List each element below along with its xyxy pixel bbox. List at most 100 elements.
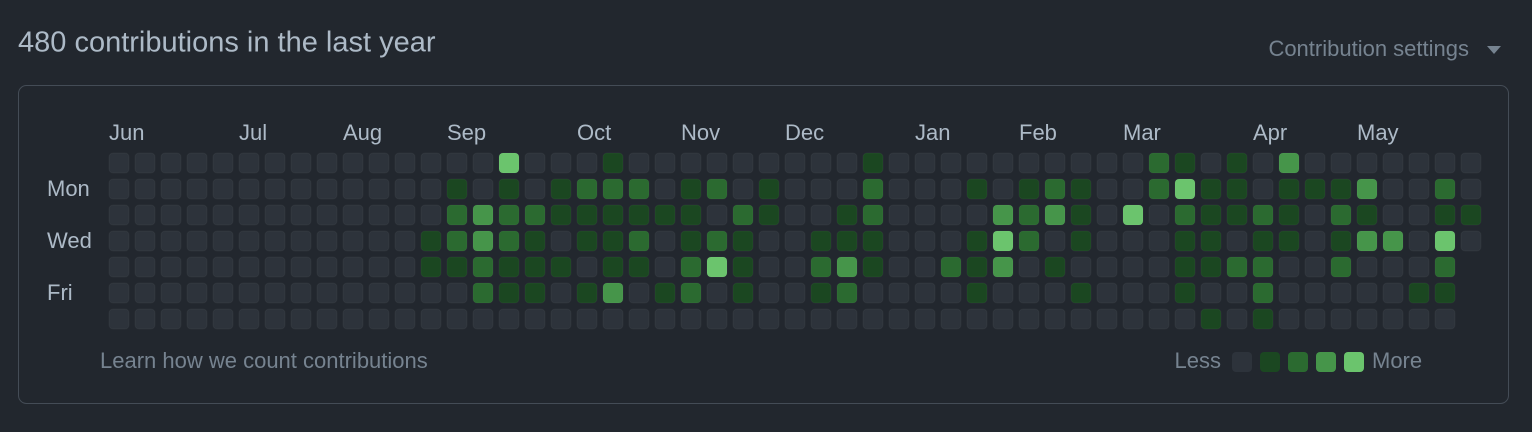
day-cell	[654, 152, 676, 174]
day-cell	[836, 308, 858, 330]
day-cell	[1200, 152, 1222, 174]
day-cell	[134, 152, 156, 174]
day-cell	[368, 204, 390, 226]
day-cell	[602, 282, 624, 304]
day-cell	[394, 204, 416, 226]
day-cell	[1018, 256, 1040, 278]
day-cell	[1382, 204, 1404, 226]
day-cell	[1304, 152, 1326, 174]
day-cell	[368, 152, 390, 174]
day-cell	[290, 178, 312, 200]
day-cell	[914, 308, 936, 330]
day-cell	[1226, 152, 1248, 174]
day-cell	[654, 204, 676, 226]
day-cell	[446, 204, 468, 226]
day-cell	[472, 230, 494, 252]
day-cell	[1356, 256, 1378, 278]
day-cell	[940, 230, 962, 252]
day-cell	[316, 204, 338, 226]
day-cell	[108, 152, 130, 174]
day-cell	[1148, 282, 1170, 304]
day-cell	[862, 230, 884, 252]
day-cell	[940, 282, 962, 304]
day-cell	[472, 282, 494, 304]
day-cell	[1434, 204, 1456, 226]
day-cell	[524, 308, 546, 330]
day-cell	[1096, 256, 1118, 278]
legend-swatch	[1232, 352, 1252, 372]
day-cell	[1070, 256, 1092, 278]
day-cell	[1122, 152, 1144, 174]
day-cell	[940, 256, 962, 278]
day-cell	[134, 308, 156, 330]
day-cell	[1070, 178, 1092, 200]
day-cell	[394, 178, 416, 200]
day-cell	[1434, 152, 1456, 174]
day-cell	[810, 230, 832, 252]
day-cell	[1148, 152, 1170, 174]
day-cell	[108, 230, 130, 252]
day-cell	[836, 230, 858, 252]
day-cell	[888, 282, 910, 304]
day-cell	[1122, 230, 1144, 252]
day-cell	[1096, 152, 1118, 174]
day-cell	[1356, 308, 1378, 330]
day-cell	[316, 178, 338, 200]
day-cell	[1018, 152, 1040, 174]
day-cell	[732, 178, 754, 200]
day-cell	[1434, 230, 1456, 252]
graph-box	[18, 85, 1509, 404]
day-cell	[186, 230, 208, 252]
day-cell	[654, 308, 676, 330]
day-cell	[420, 308, 442, 330]
day-cell	[1278, 256, 1300, 278]
day-cell	[1096, 308, 1118, 330]
day-cell	[160, 256, 182, 278]
day-cell	[888, 204, 910, 226]
day-cell	[1278, 230, 1300, 252]
day-cell	[1200, 178, 1222, 200]
day-cell	[992, 256, 1014, 278]
day-cell	[524, 204, 546, 226]
day-cell	[160, 308, 182, 330]
day-cell	[966, 204, 988, 226]
day-cell	[1330, 256, 1352, 278]
day-cell	[472, 256, 494, 278]
day-cell	[940, 204, 962, 226]
day-cell	[914, 204, 936, 226]
day-cell	[420, 178, 442, 200]
day-cell	[628, 256, 650, 278]
day-cell	[420, 152, 442, 174]
day-cell	[1408, 308, 1430, 330]
day-cell	[680, 282, 702, 304]
day-cell	[1356, 204, 1378, 226]
day-cell	[1226, 230, 1248, 252]
month-label: Aug	[343, 120, 382, 145]
learn-link[interactable]: Learn how we count contributions	[100, 348, 428, 373]
day-cell	[342, 178, 364, 200]
day-cell	[992, 282, 1014, 304]
day-cell	[654, 256, 676, 278]
day-cell	[498, 152, 520, 174]
legend-swatch	[1260, 352, 1280, 372]
day-cell	[342, 282, 364, 304]
settings-button[interactable]: Contribution settings	[1268, 36, 1469, 61]
day-cell	[238, 256, 260, 278]
day-cell	[836, 204, 858, 226]
day-cell	[1304, 256, 1326, 278]
day-cell	[1382, 152, 1404, 174]
day-cell	[576, 282, 598, 304]
day-cell	[706, 308, 728, 330]
day-cell	[212, 178, 234, 200]
day-cell	[862, 204, 884, 226]
day-cell	[732, 204, 754, 226]
day-cell	[1304, 308, 1326, 330]
day-cell	[1252, 152, 1274, 174]
day-cell	[420, 256, 442, 278]
day-cell	[1408, 230, 1430, 252]
day-cell	[1278, 152, 1300, 174]
day-cell	[368, 256, 390, 278]
day-cell	[1252, 204, 1274, 226]
dropdown-caret[interactable]	[1487, 46, 1501, 54]
day-cell	[810, 178, 832, 200]
